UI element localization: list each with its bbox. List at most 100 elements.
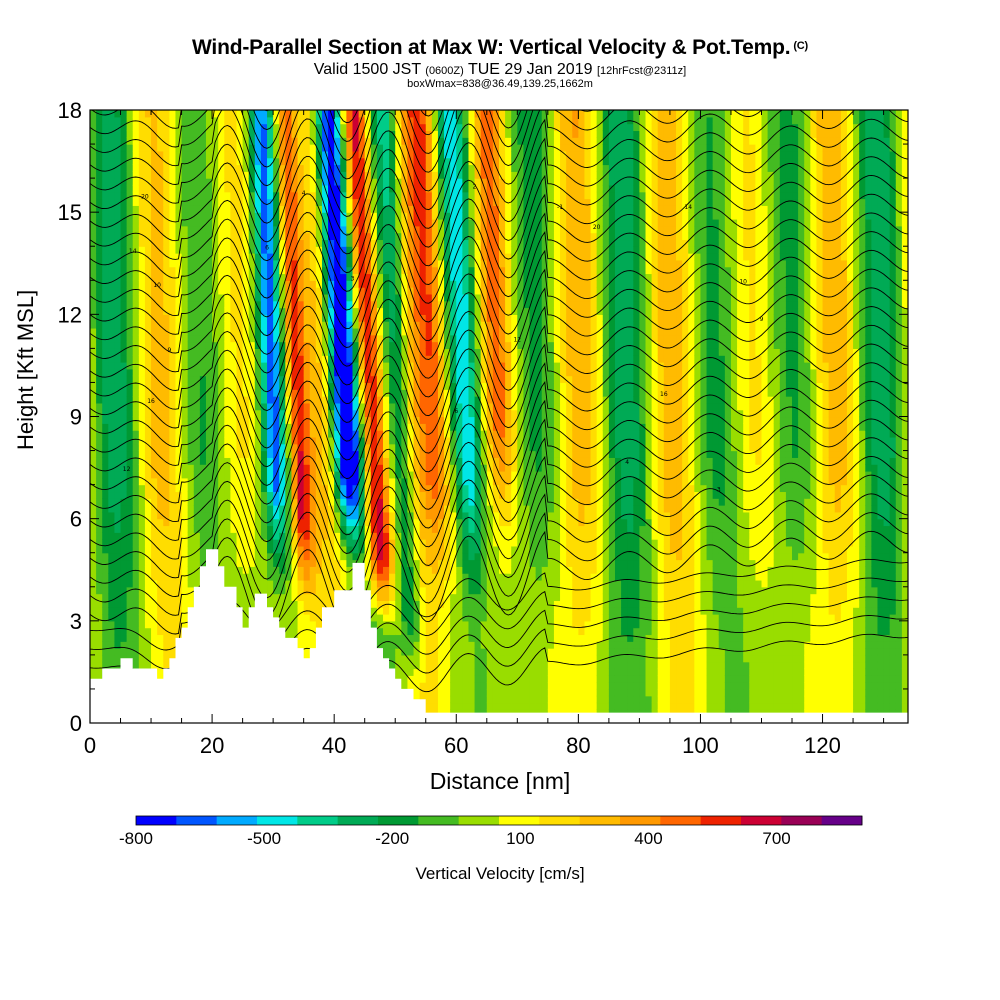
velocity-cell [96,661,103,670]
velocity-cell [328,239,335,247]
velocity-cell [132,402,140,411]
velocity-cell [383,423,390,431]
velocity-cell [90,505,97,513]
velocity-cell [132,280,140,288]
velocity-cell [334,266,341,275]
velocity-cell [151,314,158,322]
velocity-cell [242,116,250,125]
velocity-cell [291,123,299,132]
velocity-cell [114,491,122,499]
velocity-cell [218,423,225,431]
velocity-cell [157,184,164,193]
velocity-cell [181,375,189,384]
velocity-cell [108,539,116,547]
velocity-cell [120,614,128,622]
velocity-cell [90,518,97,527]
velocity-cell [328,300,335,309]
velocity-cell [260,171,268,179]
velocity-cell [364,511,372,520]
velocity-cell [279,362,286,370]
velocity-cell [193,430,201,438]
velocity-cell [108,123,116,132]
velocity-cell [297,600,305,608]
velocity-cell [218,157,225,166]
velocity-cell [340,184,347,193]
velocity-cell [151,348,158,356]
velocity-cell [407,164,415,172]
velocity-cell [285,368,293,377]
velocity-cell [151,130,158,138]
velocity-cell [120,334,128,343]
velocity-cell [90,293,97,302]
velocity-cell [96,573,103,581]
velocity-cell [205,246,213,254]
velocity-cell [144,491,152,499]
velocity-cell [328,593,335,601]
velocity-cell [279,368,286,377]
velocity-cell [334,116,341,125]
velocity-cell [187,191,195,200]
velocity-cell [90,239,97,247]
velocity-cell [267,280,274,288]
velocity-cell [370,157,378,166]
velocity-cell [163,334,170,343]
velocity-cell [169,573,177,581]
velocity-cell [395,579,402,588]
velocity-cell [236,198,244,206]
velocity-cell [413,232,421,241]
velocity-cell [401,409,409,418]
velocity-cell [108,518,116,527]
velocity-cell [187,464,195,472]
velocity-cell [260,164,268,172]
velocity-cell [395,539,402,547]
velocity-cell [389,586,396,595]
velocity-cell [279,600,286,608]
velocity-cell [169,314,177,322]
velocity-cell [144,293,152,302]
velocity-cell [90,307,97,315]
velocity-cell [297,273,305,281]
velocity-cell [199,450,207,458]
velocity-cell [144,355,152,363]
velocity-cell [132,110,140,118]
velocity-cell [138,239,146,247]
velocity-cell [383,225,390,234]
velocity-cell [260,423,268,431]
velocity-cell [138,293,146,302]
velocity-cell [163,348,170,356]
velocity-cell [151,416,158,424]
velocity-cell [401,620,409,629]
velocity-cell [328,321,335,329]
velocity-cell [321,253,329,261]
velocity-cell [248,518,256,527]
velocity-cell [248,464,256,472]
velocity-cell [376,573,384,581]
velocity-cell [352,130,360,138]
velocity-cell [132,321,140,329]
velocity-cell [193,184,201,193]
velocity-cell [346,110,354,118]
velocity-cell [364,470,372,479]
velocity-cell [181,573,189,581]
velocity-cell [254,579,262,588]
velocity-cell [309,443,317,452]
velocity-cell [144,443,152,452]
velocity-cell [425,518,433,527]
velocity-cell [309,144,317,152]
velocity-cell [376,607,384,615]
velocity-cell [328,470,335,479]
velocity-cell [96,225,103,234]
velocity-cell [395,130,402,138]
velocity-cell [334,355,341,363]
velocity-cell [383,307,390,315]
velocity-cell [334,171,341,179]
velocity-cell [370,137,378,145]
velocity-cell [96,273,103,281]
velocity-cell [334,457,341,465]
velocity-cell [395,559,402,567]
velocity-cell [163,450,170,458]
velocity-cell [370,464,378,472]
velocity-cell [358,259,366,268]
velocity-cell [138,130,146,138]
velocity-cell [157,171,164,179]
